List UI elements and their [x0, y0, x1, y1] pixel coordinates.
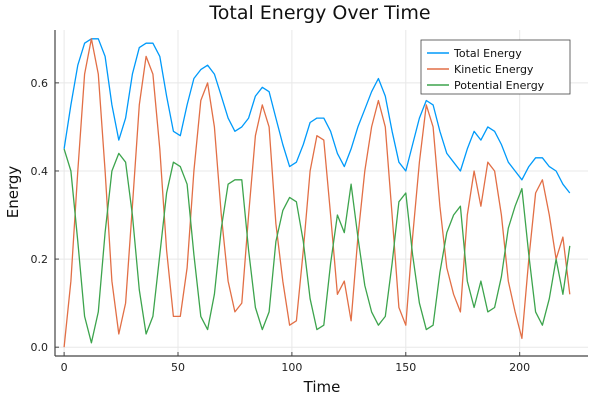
x-axis-label: Time — [303, 378, 341, 396]
series-lines — [63, 38, 571, 348]
chart-title: Total Energy Over Time — [208, 2, 430, 24]
x-tick-label: 50 — [171, 361, 185, 374]
y-tick-label: 0.4 — [31, 165, 49, 178]
legend: Total Energy Kinetic Energy Potential Ener… — [420, 39, 571, 95]
legend-label: Potential Energy — [454, 79, 545, 92]
legend-label: Kinetic Energy — [454, 63, 534, 76]
x-tick-label: 150 — [395, 361, 416, 374]
y-tick-label: 0.0 — [31, 341, 49, 354]
series-line-kinetic-energy — [63, 38, 571, 348]
x-tick-label: 200 — [509, 361, 530, 374]
x-tick-label: 100 — [281, 361, 302, 374]
series-line-total-energy — [63, 38, 571, 194]
y-axis-label: Energy — [4, 166, 22, 219]
x-tick-label: 0 — [61, 361, 68, 374]
series-line-potential-energy — [63, 148, 571, 344]
axes: 0 50 100 150 200 0.0 0.2 0.4 0.6 — [31, 30, 588, 374]
legend-label: Total Energy — [453, 47, 522, 60]
y-tick-label: 0.2 — [31, 253, 49, 266]
y-tick-label: 0.6 — [31, 77, 49, 90]
